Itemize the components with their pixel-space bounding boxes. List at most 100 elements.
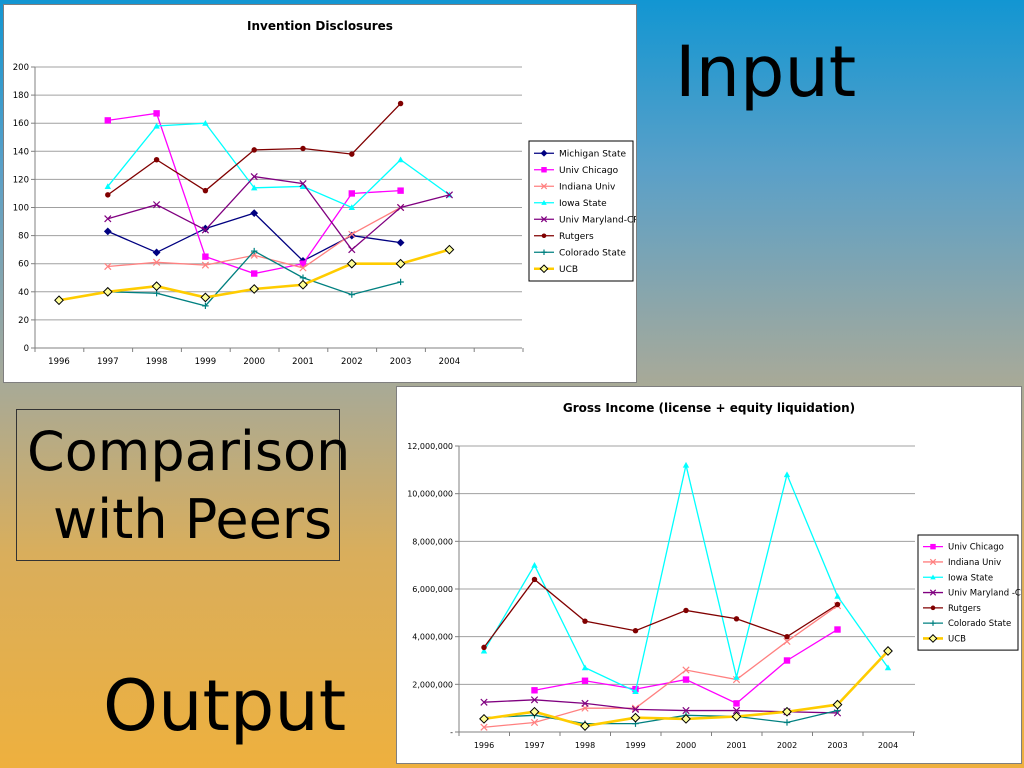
legend-label: Rutgers bbox=[948, 604, 981, 614]
data-point-univ-maryland-cp bbox=[104, 215, 112, 223]
y-tick-label: 60 bbox=[18, 260, 29, 270]
data-point-iowa-state bbox=[682, 461, 690, 468]
legend-label: Univ Chicago bbox=[948, 543, 1004, 553]
legend-label: Rutgers bbox=[559, 232, 594, 242]
data-point-rutgers bbox=[251, 147, 257, 153]
legend-marker-univ-chicago bbox=[541, 167, 547, 173]
legend-label: Univ Maryland -CP bbox=[948, 589, 1021, 599]
data-point-colorado-state bbox=[202, 302, 209, 310]
series-univ-chicago bbox=[531, 626, 841, 707]
output-label: Output bbox=[103, 665, 347, 747]
data-point-rutgers bbox=[153, 157, 160, 163]
data-point-indiana-univ bbox=[299, 264, 307, 272]
data-point-ucb bbox=[395, 258, 406, 269]
data-point-rutgers bbox=[105, 192, 111, 198]
data-point-ucb bbox=[479, 713, 489, 724]
y-tick-label: 12,000,000 bbox=[407, 442, 453, 451]
data-point-rutgers bbox=[397, 100, 404, 107]
y-tick-label: 8,000,000 bbox=[412, 537, 453, 546]
x-tick-label: 2001 bbox=[726, 741, 746, 750]
legend-label: Iowa State bbox=[559, 199, 607, 209]
data-point-iowa-state bbox=[531, 561, 538, 568]
series-univ-chicago bbox=[104, 110, 404, 277]
data-point-indiana-univ bbox=[201, 261, 210, 269]
data-point-iowa-state bbox=[104, 183, 111, 189]
data-point-univ-chicago bbox=[581, 677, 589, 684]
x-tick-label: 1996 bbox=[48, 357, 70, 367]
series-line-iowa-state bbox=[483, 464, 889, 693]
legend-label: Michigan State bbox=[559, 149, 626, 159]
series-ucb bbox=[54, 244, 455, 306]
comparison-box: Comparison with Peers bbox=[16, 409, 350, 561]
series-line-rutgers bbox=[483, 578, 838, 648]
series-iowa-state bbox=[480, 461, 892, 695]
data-point-rutgers bbox=[481, 644, 487, 651]
data-point-ucb bbox=[580, 721, 590, 731]
data-point-univ-maryland-cp bbox=[250, 172, 258, 181]
data-point-ucb bbox=[630, 712, 641, 723]
data-point-rutgers bbox=[834, 601, 841, 608]
data-point-iowa-state bbox=[834, 592, 841, 599]
y-tick-label: 4,000,000 bbox=[412, 633, 453, 642]
x-tick-label: 1996 bbox=[474, 741, 494, 750]
data-point-ucb bbox=[298, 279, 308, 290]
x-tick-label: 1998 bbox=[575, 741, 595, 750]
data-point-iowa-state bbox=[884, 664, 892, 671]
data-point-univ-maryland-cp bbox=[396, 203, 405, 212]
data-point-rutgers bbox=[632, 627, 639, 634]
data-point-univ-maryland-cp bbox=[480, 698, 488, 706]
data-point-colorado-state bbox=[397, 278, 404, 286]
data-point-univ-chicago bbox=[202, 253, 209, 260]
data-point-iowa-state bbox=[480, 647, 488, 654]
data-point-ucb bbox=[102, 286, 113, 297]
data-point-indiana-univ bbox=[152, 258, 161, 266]
data-point-ucb bbox=[54, 295, 64, 306]
legend-box bbox=[528, 140, 634, 282]
legend-marker-iowa-state bbox=[930, 574, 936, 580]
data-point-michigan-state bbox=[396, 238, 405, 247]
y-tick-label: 80 bbox=[18, 232, 29, 242]
x-tick-label: 1999 bbox=[625, 741, 645, 750]
data-point-univ-maryland-cp bbox=[445, 191, 454, 199]
data-point-iowa-state bbox=[202, 120, 209, 126]
legend-marker-indiana-univ bbox=[540, 183, 548, 190]
data-point-rutgers bbox=[683, 607, 689, 614]
data-point-univ-chicago bbox=[783, 657, 791, 664]
gross-income-svg: Gross Income (license + equity liquidati… bbox=[407, 401, 1021, 750]
data-point-univ-chicago bbox=[733, 700, 740, 707]
legend-marker-colorado-state bbox=[541, 249, 547, 255]
legend-marker-colorado-state bbox=[930, 620, 936, 626]
comparison-line-2: with Peers bbox=[53, 488, 333, 551]
data-point-ucb bbox=[529, 706, 540, 717]
data-point-univ-chicago bbox=[348, 190, 355, 197]
x-tick-label: 2004 bbox=[439, 357, 461, 367]
data-point-ucb bbox=[883, 646, 893, 656]
legend-marker-rutgers bbox=[930, 605, 936, 611]
legend-marker-michigan-state bbox=[540, 149, 548, 157]
data-point-rutgers bbox=[733, 616, 740, 622]
legend-label: Univ Chicago bbox=[559, 166, 619, 176]
series-line-univ-maryland-cp bbox=[107, 175, 450, 251]
x-tick-label: 2004 bbox=[878, 741, 898, 750]
x-tick-label: 2003 bbox=[390, 357, 412, 367]
legend-label: Colorado State bbox=[559, 248, 626, 258]
data-point-indiana-univ bbox=[348, 230, 356, 238]
data-point-iowa-state bbox=[581, 664, 589, 671]
y-tick-label: 140 bbox=[13, 147, 29, 157]
data-point-univ-chicago bbox=[682, 676, 690, 683]
legend-label: Iowa State bbox=[948, 573, 993, 583]
y-tick-label: 200 bbox=[13, 63, 29, 73]
data-point-ucb bbox=[346, 258, 357, 269]
data-point-indiana-univ bbox=[104, 262, 112, 271]
legend-marker-indiana-univ bbox=[929, 558, 937, 566]
data-point-rutgers bbox=[202, 187, 209, 194]
y-tick-label: 0 bbox=[24, 344, 29, 354]
x-tick-label: 1998 bbox=[146, 357, 168, 367]
legend-label: Univ Maryland-CP bbox=[559, 215, 636, 225]
y-tick-label: 180 bbox=[13, 91, 29, 101]
series-ucb bbox=[479, 646, 893, 731]
data-point-rutgers bbox=[300, 145, 306, 152]
data-point-ucb bbox=[782, 706, 792, 717]
x-tick-label: 2000 bbox=[676, 741, 696, 750]
data-point-univ-maryland-cp bbox=[299, 179, 307, 188]
